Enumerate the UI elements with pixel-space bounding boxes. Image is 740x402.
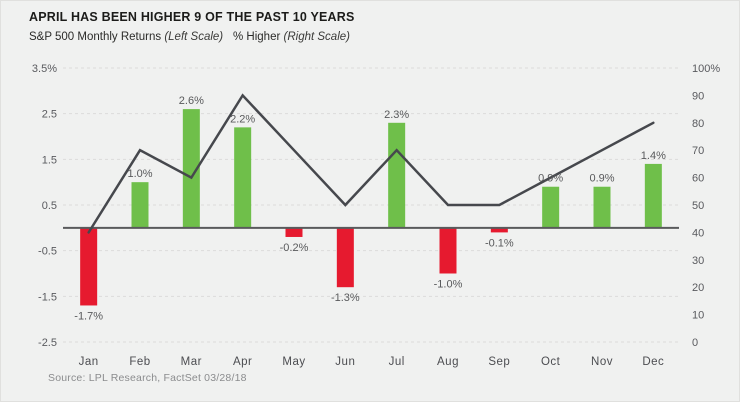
month-label: Dec (642, 356, 664, 368)
right-axis-tick-label: 0 (692, 337, 698, 349)
month-label: Mar (181, 356, 202, 368)
bar-value-label: -1.0% (434, 279, 463, 291)
bar-feb (131, 182, 149, 228)
chart-title: APRIL HAS BEEN HIGHER 9 OF THE PAST 10 Y… (29, 10, 355, 24)
bar-value-label: -0.2% (280, 242, 309, 254)
right-axis-tick-label: 20 (692, 282, 704, 294)
month-label: Aug (437, 356, 459, 368)
bar-value-label: -0.1% (485, 237, 514, 249)
month-label: Jun (335, 356, 355, 368)
month-label: Nov (591, 356, 613, 368)
legend-right-item: % Higher (Right Scale) (233, 31, 350, 43)
right-axis-tick-label: 10 (692, 310, 704, 322)
left-axis-tick-label: 3.5% (32, 63, 57, 75)
bar-apr (234, 127, 252, 228)
bar-value-label: 2.2% (230, 113, 255, 125)
left-axis-tick-label: 2.5 (42, 109, 57, 121)
bar-dec (644, 163, 662, 228)
right-axis-tick-label: 80 (692, 118, 704, 130)
bar-may (285, 227, 303, 237)
month-label: Sep (488, 356, 510, 368)
right-axis-tick-label: 70 (692, 145, 704, 157)
pct-higher-line (87, 93, 655, 234)
legend-right-scale-note: (Right Scale) (283, 31, 350, 43)
month-label: Oct (541, 356, 561, 368)
bar-value-label: 0.9% (589, 173, 614, 185)
bar-jul (388, 122, 406, 228)
bar-value-label: -1.3% (331, 292, 360, 304)
bar-mar (182, 109, 200, 228)
right-axis-tick-label: 30 (692, 255, 704, 267)
legend-right-series-label: % Higher (233, 31, 281, 43)
bar-aug (439, 227, 457, 274)
right-axis-tick-label: 90 (692, 90, 704, 102)
bar-jan (80, 227, 98, 306)
right-axis-tick-label: 50 (692, 200, 704, 212)
bar-sep (490, 227, 508, 233)
bar-value-label: 2.6% (179, 95, 204, 107)
left-axis-tick-label: -2.5 (38, 337, 57, 349)
bar-value-label: 1.0% (127, 168, 152, 180)
right-axis-tick-label: 100% (692, 63, 720, 75)
bar-value-label: -1.7% (74, 310, 103, 322)
month-label: Feb (129, 356, 150, 368)
month-label: May (282, 356, 305, 368)
left-axis-tick-label: 1.5 (42, 154, 57, 166)
legend-left-series-label: S&P 500 Monthly Returns (29, 31, 162, 43)
legend-left-item: S&P 500 Monthly Returns (Left Scale) (29, 31, 223, 43)
bar-value-label: 2.3% (384, 109, 409, 121)
combo-chart-canvas: 3.5% 2.5 1.5 0.5 -0.5 -1.5 -2.5 100% 90 80 70 60 50 4… (32, 63, 720, 368)
left-axis-tick-label: -1.5 (38, 291, 57, 303)
legend-left-scale-note: (Left Scale) (164, 31, 224, 43)
month-label: Apr (233, 356, 252, 368)
bar-jun (336, 227, 354, 288)
bar-oct (542, 186, 560, 228)
month-label: Jul (389, 356, 405, 368)
right-axis-tick-label: 60 (692, 173, 704, 185)
bar-nov (593, 186, 611, 228)
left-axis-tick-label: -0.5 (38, 246, 57, 258)
bar-value-label: 1.4% (641, 150, 666, 162)
source-note: Source: LPL Research, FactSet 03/28/18 (48, 372, 247, 384)
bar-value-label: 0.9% (538, 173, 563, 185)
right-axis-tick-label: 40 (692, 227, 704, 239)
left-axis-tick-label: 0.5 (42, 200, 57, 212)
month-label: Jan (79, 356, 99, 368)
